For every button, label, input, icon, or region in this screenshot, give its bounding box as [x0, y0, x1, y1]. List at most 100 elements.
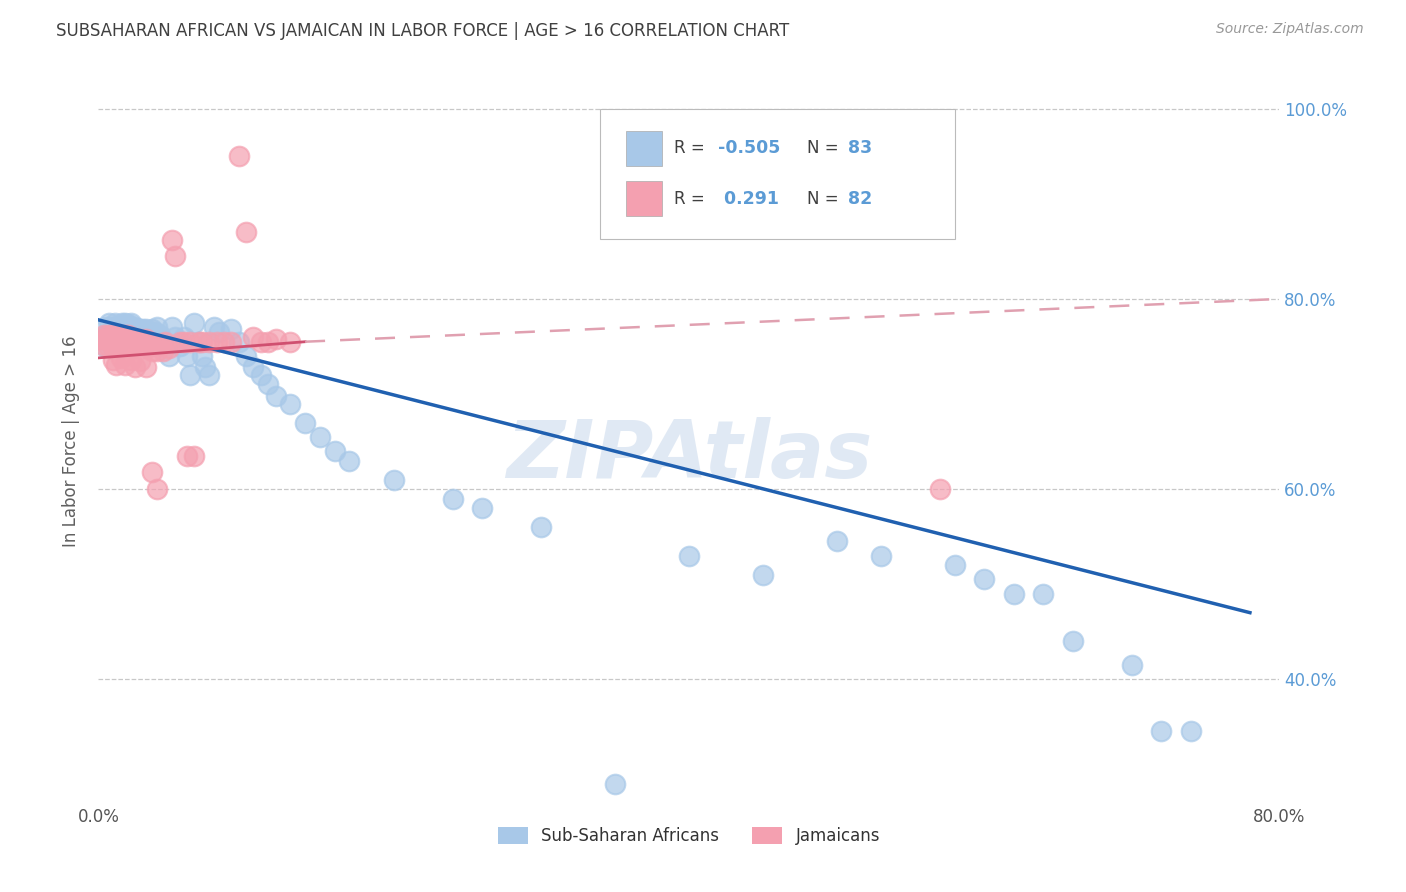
Point	[129, 330, 152, 344]
Point	[108, 325, 131, 339]
FancyBboxPatch shape	[626, 131, 662, 166]
Point	[127, 332, 149, 346]
Point	[128, 322, 150, 336]
Point	[134, 332, 156, 346]
Point	[100, 334, 122, 349]
Point	[114, 339, 136, 353]
Point	[929, 482, 952, 496]
Text: 83: 83	[848, 139, 873, 157]
Point	[187, 334, 209, 349]
Point	[103, 320, 125, 334]
Point	[117, 337, 139, 351]
Point	[146, 482, 169, 496]
Point	[91, 337, 114, 351]
Point	[176, 449, 198, 463]
Point	[124, 332, 146, 346]
Point	[103, 352, 125, 367]
Point	[153, 334, 176, 349]
Point	[120, 316, 142, 330]
Point	[103, 328, 125, 343]
Point	[120, 330, 142, 344]
Point	[1121, 657, 1143, 672]
Point	[104, 339, 127, 353]
Point	[90, 332, 112, 346]
Point	[100, 337, 122, 351]
Point	[138, 325, 160, 339]
Point	[136, 342, 159, 356]
Point	[103, 330, 125, 344]
Point	[104, 330, 127, 344]
Point	[264, 389, 287, 403]
Point	[1062, 634, 1084, 648]
Point	[128, 332, 150, 346]
Point	[825, 534, 848, 549]
Point	[173, 334, 195, 349]
Point	[162, 233, 183, 247]
Text: 0.291: 0.291	[718, 190, 779, 208]
Point	[149, 328, 172, 343]
Point	[97, 328, 120, 343]
Point	[97, 316, 120, 330]
Point	[1002, 587, 1025, 601]
Point	[111, 325, 134, 339]
Point	[1032, 587, 1054, 601]
Point	[118, 322, 141, 336]
Point	[441, 491, 464, 506]
FancyBboxPatch shape	[600, 109, 955, 239]
Point	[152, 334, 174, 349]
Text: Source: ZipAtlas.com: Source: ZipAtlas.com	[1216, 22, 1364, 37]
Point	[152, 344, 174, 359]
Point	[165, 330, 187, 344]
Point	[280, 396, 302, 410]
Point	[122, 332, 145, 346]
FancyBboxPatch shape	[626, 181, 662, 216]
Point	[111, 339, 134, 353]
Text: R =: R =	[673, 190, 710, 208]
Point	[93, 328, 115, 343]
Legend: Sub-Saharan Africans, Jamaicans: Sub-Saharan Africans, Jamaicans	[498, 827, 880, 845]
Point	[162, 320, 183, 334]
Point	[235, 226, 257, 240]
Point	[117, 328, 139, 343]
Point	[117, 317, 139, 331]
Point	[105, 359, 128, 373]
Text: ZIPAtlas: ZIPAtlas	[506, 417, 872, 495]
Point	[471, 501, 494, 516]
Point	[973, 573, 995, 587]
Point	[294, 416, 316, 430]
Point	[870, 549, 893, 563]
Point	[98, 325, 121, 339]
Point	[242, 360, 264, 375]
Point	[112, 330, 135, 344]
Point	[257, 334, 280, 349]
Point	[135, 360, 157, 375]
Point	[114, 359, 136, 373]
Point	[309, 430, 332, 444]
Point	[111, 316, 134, 330]
Point	[141, 322, 163, 336]
Point	[179, 368, 201, 382]
Point	[323, 444, 346, 458]
Point	[107, 339, 129, 353]
Point	[125, 325, 148, 339]
Point	[105, 330, 128, 344]
Point	[114, 316, 136, 330]
Text: N =: N =	[807, 190, 844, 208]
Point	[98, 332, 121, 346]
Point	[173, 330, 195, 344]
Point	[187, 334, 209, 349]
Point	[149, 337, 172, 351]
Point	[108, 334, 131, 349]
Point	[112, 332, 135, 346]
Point	[107, 320, 129, 334]
Point	[103, 337, 125, 351]
Point	[139, 334, 162, 349]
Point	[1180, 724, 1202, 739]
Point	[110, 330, 132, 344]
Point	[110, 334, 132, 349]
Point	[117, 328, 139, 343]
Point	[124, 320, 146, 334]
Point	[250, 334, 273, 349]
Point	[339, 453, 361, 467]
Point	[212, 334, 235, 349]
